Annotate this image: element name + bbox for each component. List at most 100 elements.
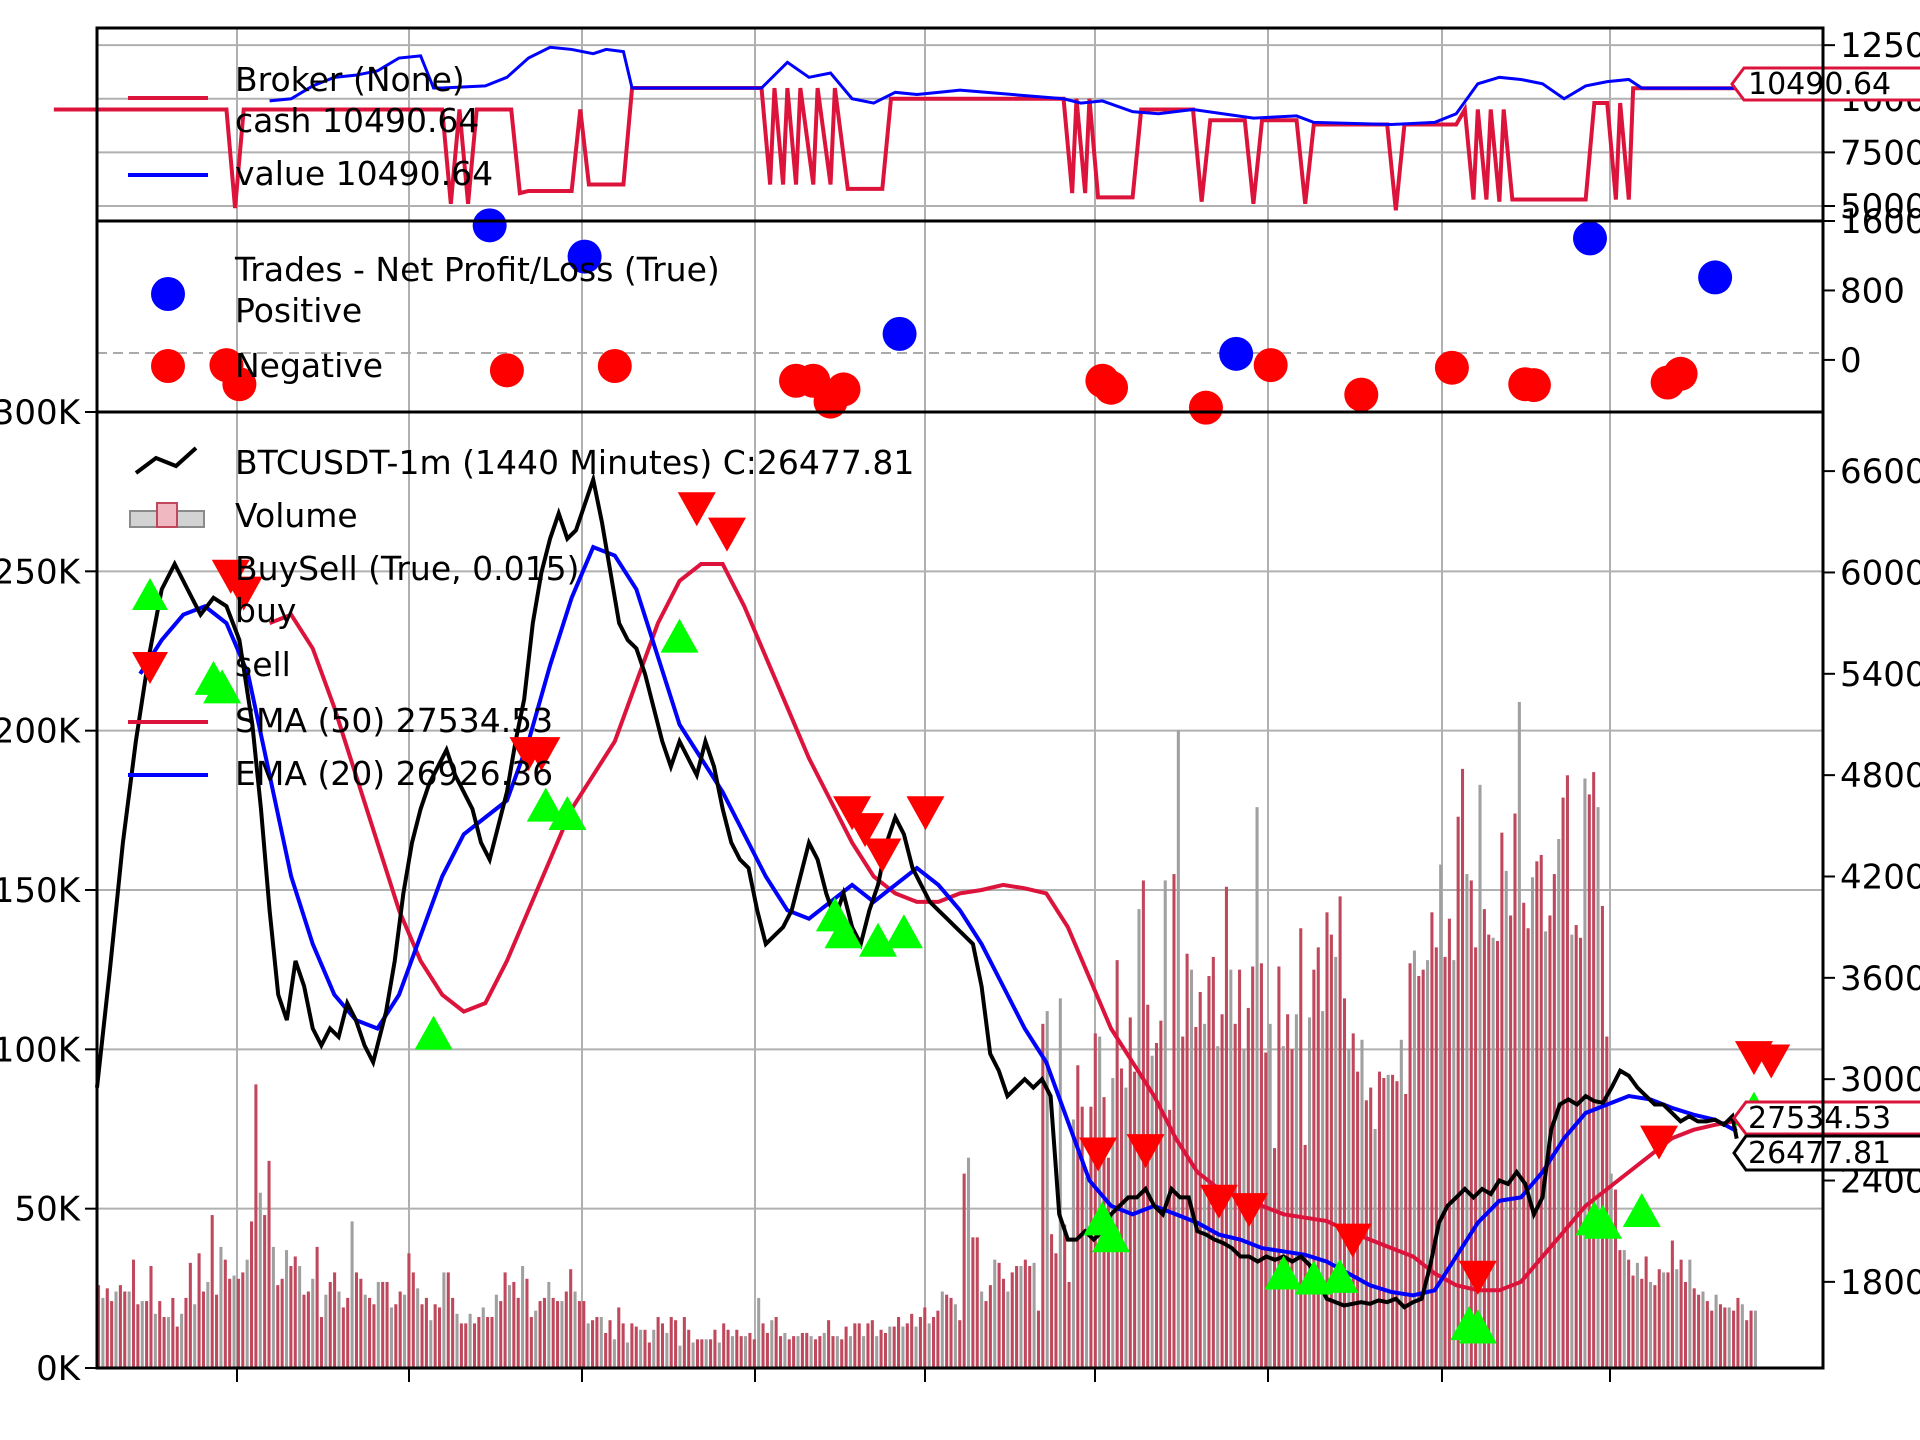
- volume-bar-231: [1106, 1157, 1110, 1368]
- broker-tick-label-2: 7500: [1840, 133, 1920, 173]
- volume-bar-131: [669, 1317, 673, 1368]
- trades-tick-label-0: 1600: [1840, 202, 1920, 242]
- volume-bar-133: [678, 1345, 682, 1368]
- volume-bar-358: [1662, 1272, 1666, 1368]
- negative-trade-dot-12: [1344, 377, 1379, 412]
- sell-marker-5: [707, 517, 746, 552]
- volume-bar-184: [901, 1326, 905, 1368]
- volume-bar-103: [547, 1281, 551, 1368]
- volume-bar-298: [1399, 1039, 1403, 1368]
- volume-bar-88: [481, 1307, 485, 1368]
- volume-bar-288: [1356, 1071, 1360, 1368]
- sell-marker-11: [1126, 1134, 1165, 1169]
- volume-bar-109: [573, 1291, 577, 1368]
- positive-trade-dot-4: [1572, 221, 1607, 256]
- volume-bar-114: [595, 1317, 599, 1368]
- volume-bar-48: [306, 1291, 310, 1368]
- volume-bar-81: [451, 1297, 455, 1368]
- negative-trade-dot-10: [1188, 390, 1223, 425]
- volume-bar-22: [193, 1304, 197, 1368]
- volume-bar-102: [542, 1297, 546, 1368]
- volume-bar-148: [744, 1336, 748, 1368]
- buy-legend-label: buy: [235, 591, 296, 630]
- volume-bar-7: [127, 1291, 131, 1368]
- volume-bar-157: [783, 1332, 787, 1368]
- volume-bar-220: [1058, 998, 1062, 1368]
- volume-tick-label-0: 300K: [0, 393, 82, 433]
- volume-bar-203: [984, 1301, 988, 1368]
- volume-bar-360: [1670, 1240, 1674, 1368]
- volume-bar-342: [1592, 772, 1596, 1368]
- sell-marker-15: [1458, 1260, 1497, 1295]
- sell-marker-10: [1079, 1137, 1118, 1172]
- volume-bar-189: [923, 1307, 927, 1368]
- trades-y-ticks: 1600 800 0: [1823, 202, 1920, 381]
- volume-bar-12: [149, 1266, 153, 1368]
- volume-bar-155: [774, 1317, 778, 1368]
- volume-bar-207: [1001, 1278, 1006, 1368]
- volume-bar-345: [1605, 1036, 1609, 1368]
- volume-bar-300: [1408, 963, 1412, 1368]
- volume-bar-255: [1211, 956, 1215, 1368]
- volume-bar-60: [359, 1278, 363, 1368]
- volume-bar-31: [232, 1275, 236, 1368]
- volume-bar-284: [1338, 896, 1342, 1368]
- volume-bar-136: [691, 1342, 695, 1368]
- volume-bar-61: [363, 1294, 367, 1368]
- volume-bar-193: [940, 1291, 944, 1368]
- volume-bar-55: [337, 1291, 341, 1368]
- volume-bar-156: [778, 1336, 783, 1368]
- volume-tick-label-4: 100K: [0, 1030, 82, 1070]
- volume-bar-248: [1181, 1036, 1185, 1368]
- volume-bar-250: [1189, 969, 1194, 1368]
- volume-bar-116: [604, 1332, 608, 1368]
- volume-bar-200: [971, 1237, 975, 1368]
- volume-bar-285: [1342, 998, 1347, 1368]
- volume-bar-361: [1675, 1269, 1679, 1368]
- volume-bar-80: [446, 1272, 450, 1368]
- sma-line: [268, 562, 1738, 1293]
- volume-bar-374: [1732, 1310, 1736, 1368]
- volume-bar-153: [765, 1332, 769, 1368]
- volume-bar-317: [1482, 909, 1486, 1368]
- volume-bar-186: [910, 1313, 914, 1368]
- sma-callout-text: 27534.53: [1748, 1101, 1891, 1136]
- volume-bar-359: [1666, 1272, 1670, 1368]
- volume-bar-67: [389, 1307, 393, 1368]
- volume-bar-265: [1255, 807, 1259, 1368]
- volume-bar-161: [800, 1332, 804, 1368]
- volume-bar-57: [346, 1297, 350, 1368]
- volume-bar-137: [695, 1339, 699, 1368]
- volume-bar-32: [236, 1278, 240, 1368]
- volume-bar-278: [1312, 969, 1316, 1368]
- volume-bar-172: [848, 1336, 853, 1368]
- volume-bar-56: [341, 1307, 345, 1368]
- volume-bar-154: [770, 1320, 774, 1368]
- volume-y-ticks: 300K 250K 200K 150K 100K 50K 0K: [0, 393, 97, 1389]
- volume-bar-50: [315, 1246, 319, 1368]
- volume-bar-228: [1093, 1033, 1097, 1368]
- volume-bar-318: [1487, 934, 1491, 1368]
- volume-bar-104: [551, 1297, 555, 1368]
- volume-bar-211: [1019, 1266, 1023, 1368]
- volume-bar-38: [263, 1215, 267, 1368]
- volume-bar-151: [757, 1297, 761, 1368]
- volume-bar-223: [1071, 1119, 1075, 1368]
- volume-bar-243: [1159, 1020, 1163, 1368]
- volume-bar-28: [219, 1246, 223, 1368]
- volume-bar-97: [521, 1266, 525, 1368]
- buy-marker-9: [884, 914, 923, 949]
- volume-bar-213: [1028, 1266, 1032, 1368]
- volume-bar-90: [490, 1317, 494, 1368]
- volume-bar-253: [1203, 1023, 1207, 1368]
- buy-marker-2: [414, 1015, 453, 1050]
- volume-bar-129: [660, 1323, 665, 1368]
- price-frame: [95, 410, 1825, 1370]
- volume-bar-369: [1710, 1310, 1714, 1368]
- volume-bar-322: [1504, 870, 1508, 1368]
- volume-bar-204: [988, 1285, 992, 1368]
- volume-bar-138: [700, 1339, 704, 1368]
- volume-bar-281: [1325, 912, 1329, 1368]
- volume-bar-24: [201, 1291, 205, 1368]
